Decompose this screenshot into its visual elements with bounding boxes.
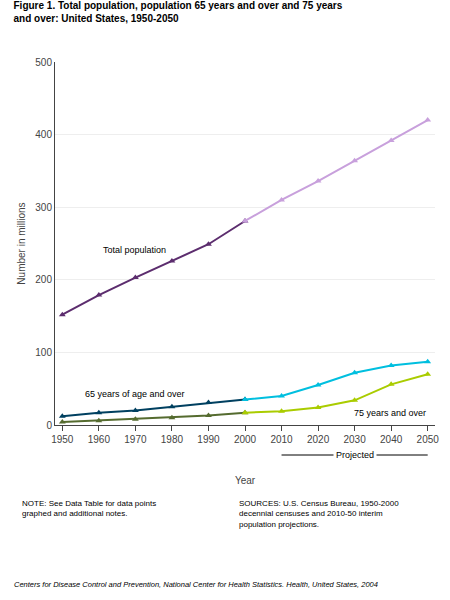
svg-text:Year: Year <box>235 475 256 486</box>
svg-text:SOURCES: U.S. Census Bureau, 1: SOURCES: U.S. Census Bureau, 1950-2000de… <box>239 499 399 529</box>
svg-text:2040: 2040 <box>380 434 403 445</box>
svg-text:1980: 1980 <box>161 434 184 445</box>
svg-text:2030: 2030 <box>343 434 366 445</box>
svg-text:300: 300 <box>35 202 52 213</box>
svg-text:2010: 2010 <box>270 434 293 445</box>
svg-text:NOTE: See Data Table for data: NOTE: See Data Table for data pointsgrap… <box>22 499 156 518</box>
svg-text:200: 200 <box>35 274 52 285</box>
svg-text:2000: 2000 <box>234 434 257 445</box>
svg-text:Projected: Projected <box>336 450 374 460</box>
svg-text:Total population: Total population <box>103 245 166 255</box>
svg-text:65 years of age and over: 65 years of age and over <box>85 389 185 399</box>
svg-text:1960: 1960 <box>88 434 111 445</box>
svg-text:Centers for Disease Control an: Centers for Disease Control and Preventi… <box>14 580 378 589</box>
svg-text:2050: 2050 <box>417 434 440 445</box>
svg-text:1970: 1970 <box>124 434 147 445</box>
svg-text:Figure 1. Total population, po: Figure 1. Total population, population 6… <box>14 0 343 24</box>
svg-text:400: 400 <box>35 129 52 140</box>
svg-text:1990: 1990 <box>197 434 220 445</box>
svg-text:1950: 1950 <box>51 434 74 445</box>
svg-text:100: 100 <box>35 347 52 358</box>
svg-text:500: 500 <box>35 57 52 68</box>
svg-text:0: 0 <box>46 420 52 431</box>
svg-text:Number in millions: Number in millions <box>16 202 27 284</box>
svg-text:75 years and over: 75 years and over <box>354 408 426 418</box>
svg-text:2020: 2020 <box>307 434 330 445</box>
